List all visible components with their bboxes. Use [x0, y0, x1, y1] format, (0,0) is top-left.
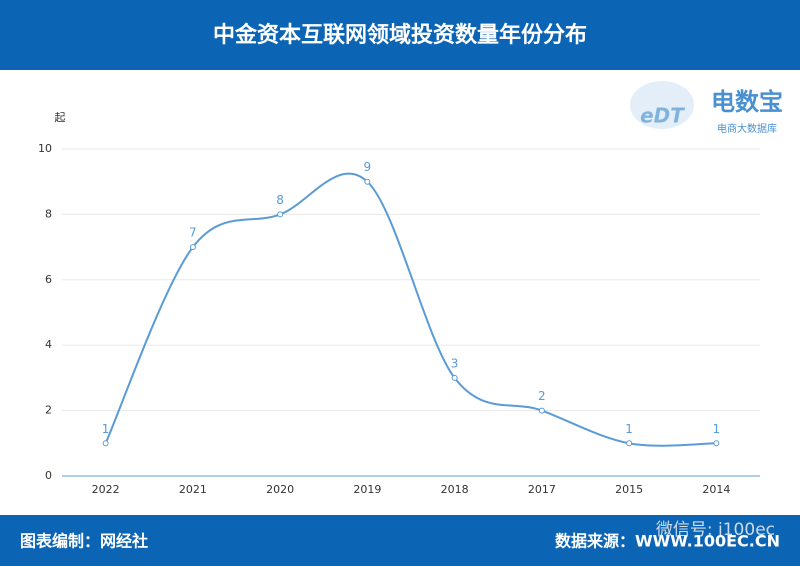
logo-name: 电数宝 [711, 88, 783, 116]
x-tick-label: 2019 [353, 483, 381, 496]
value-label: 8 [276, 193, 284, 207]
value-label: 9 [364, 160, 372, 174]
point [626, 440, 633, 447]
footer-left: 图表编制：网经社 [20, 532, 148, 551]
y-tick-label: 0 [45, 469, 52, 482]
header-band [0, 0, 800, 70]
y-tick-label: 2 [45, 404, 52, 417]
x-tick-label: 2020 [266, 483, 294, 496]
point [102, 440, 109, 447]
x-tick-label: 2014 [702, 483, 730, 496]
point [277, 211, 284, 218]
y-axis-label: 起 [55, 111, 66, 124]
logo-tagline: 电商大数据库 [717, 122, 777, 135]
x-tick-label: 2017 [528, 483, 556, 496]
watermark: 微信号: i100ec [656, 520, 775, 540]
footer-band [0, 515, 800, 566]
footer-right: 数据来源：WWW.100EC.CN [555, 532, 780, 551]
point [538, 407, 545, 414]
logo-mark: eDT [640, 104, 685, 128]
point [189, 244, 196, 251]
value-label: 2 [538, 389, 546, 403]
value-label: 7 [189, 226, 197, 240]
value-label: 1 [102, 422, 110, 436]
plot: 0 2 4 6 8 10 2022 2021 2020 2019 2018 2017 2015 2014 1… [38, 142, 760, 496]
x-tick-label: 2018 [441, 483, 469, 496]
logo-cloud [630, 81, 694, 129]
point [713, 440, 720, 447]
x-tick-label: 2022 [92, 483, 120, 496]
value-label: 1 [713, 422, 721, 436]
y-tick-label: 10 [38, 142, 52, 155]
chart-title: 中金资本互联网领域投资数量年份分布 [213, 22, 587, 48]
point [451, 374, 458, 381]
point [364, 178, 371, 185]
value-label: 1 [625, 422, 633, 436]
value-label: 3 [451, 356, 459, 370]
x-tick-label: 2021 [179, 483, 207, 496]
x-tick-label: 2015 [615, 483, 643, 496]
y-tick-label: 8 [45, 207, 52, 220]
y-tick-label: 4 [45, 338, 52, 351]
logo: eDT 电数宝 电商大数据库 [630, 81, 783, 135]
y-tick-label: 6 [45, 273, 52, 286]
